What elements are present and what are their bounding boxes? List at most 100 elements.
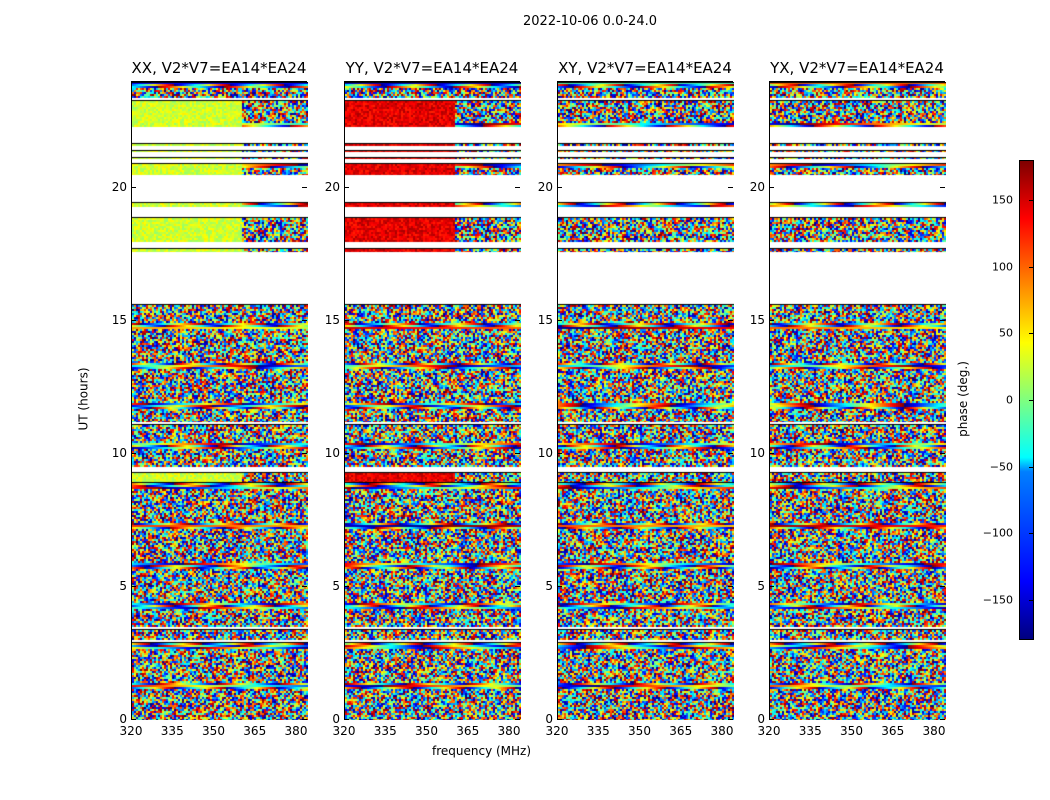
y-tick-label: 10 xyxy=(749,446,765,461)
y-tick-label: 10 xyxy=(324,446,340,461)
waterfall-panel xyxy=(131,81,308,720)
y-tick-mark xyxy=(728,586,733,588)
y-tick-label: 0 xyxy=(545,712,553,726)
y-tick-mark xyxy=(728,719,733,720)
x-tick-label: 320 xyxy=(545,724,569,738)
y-tick-label: 15 xyxy=(749,313,765,328)
x-tick-label: 380 xyxy=(710,724,734,738)
y-tick-mark xyxy=(728,320,733,322)
x-tick-label: 335 xyxy=(160,724,184,738)
y-tick-label: 0 xyxy=(332,712,340,726)
y-tick-mark xyxy=(557,187,562,189)
y-tick-mark xyxy=(769,586,774,588)
y-tick-label: 5 xyxy=(332,579,340,594)
y-tick-mark xyxy=(515,320,520,322)
colorbar-tick-label: −50 xyxy=(989,460,1013,474)
y-tick-mark xyxy=(940,187,945,189)
colorbar-tick-label: 0 xyxy=(1006,393,1013,407)
y-tick-mark xyxy=(302,719,307,720)
y-tick-mark xyxy=(728,187,733,189)
x-tick-label: 320 xyxy=(119,724,143,738)
x-tick-label: 320 xyxy=(757,724,781,738)
x-tick-label: 335 xyxy=(586,724,610,738)
y-axis-label: UT (hours) xyxy=(76,367,91,431)
phase-heatmap xyxy=(770,82,946,720)
waterfall-panel xyxy=(344,81,521,720)
y-tick-mark xyxy=(302,187,307,189)
x-tick-label: 335 xyxy=(373,724,397,738)
x-tick-label: 350 xyxy=(840,724,863,738)
colorbar-tick-label: 50 xyxy=(999,326,1013,340)
y-tick-mark xyxy=(302,453,307,455)
colorbar-tick-mark xyxy=(1029,266,1034,268)
phase-heatmap xyxy=(558,82,734,720)
y-tick-mark xyxy=(557,586,562,588)
x-tick-label: 380 xyxy=(497,724,521,738)
figure-title: 2022-10-06 0.0-24.0 xyxy=(523,14,657,29)
colorbar-tick-label: −100 xyxy=(982,526,1013,540)
colorbar-tick-mark xyxy=(1029,533,1034,535)
x-tick-label: 320 xyxy=(332,724,356,738)
phase-heatmap xyxy=(132,82,308,720)
waterfall-panel xyxy=(557,81,734,720)
y-tick-mark xyxy=(344,320,349,322)
y-tick-mark xyxy=(557,320,562,322)
y-tick-mark xyxy=(344,719,349,720)
x-tick-label: 335 xyxy=(798,724,822,738)
x-tick-label: 350 xyxy=(628,724,651,738)
y-tick-mark xyxy=(515,719,520,720)
y-tick-label: 10 xyxy=(111,446,127,461)
y-tick-mark xyxy=(940,453,945,455)
x-tick-label: 350 xyxy=(415,724,438,738)
y-tick-label: 15 xyxy=(324,313,340,328)
y-tick-label: 20 xyxy=(111,180,127,195)
x-axis-label: frequency (MHz) xyxy=(432,744,532,758)
colorbar-tick-mark xyxy=(1029,600,1034,601)
panel-title: XY, V2*V7=EA14*EA24 xyxy=(558,59,732,77)
y-tick-label: 20 xyxy=(324,180,340,195)
y-tick-mark xyxy=(131,586,136,588)
y-tick-mark xyxy=(302,586,307,588)
y-tick-mark xyxy=(131,719,136,720)
colorbar-tick-mark xyxy=(1029,400,1034,401)
y-tick-mark xyxy=(302,320,307,322)
y-tick-label: 5 xyxy=(119,579,127,594)
y-tick-mark xyxy=(769,320,774,322)
y-tick-mark xyxy=(131,453,136,455)
y-tick-mark xyxy=(515,453,520,455)
x-tick-label: 380 xyxy=(284,724,308,738)
colorbar-tick-label: 150 xyxy=(992,193,1013,207)
y-tick-mark xyxy=(515,187,520,189)
waterfall-panel xyxy=(769,81,946,720)
colorbar-tick-mark xyxy=(1029,200,1034,201)
panel-title: YX, V2*V7=EA14*EA24 xyxy=(770,59,944,77)
y-tick-mark xyxy=(344,453,349,455)
y-tick-mark xyxy=(940,719,945,720)
y-tick-label: 0 xyxy=(119,712,127,726)
panel-title: XX, V2*V7=EA14*EA24 xyxy=(131,59,307,77)
x-tick-label: 365 xyxy=(456,724,480,738)
y-tick-mark xyxy=(344,187,349,189)
y-tick-mark xyxy=(131,187,136,189)
colorbar-tick-label: −150 xyxy=(982,593,1013,607)
colorbar-tick-mark xyxy=(1029,333,1034,335)
y-tick-mark xyxy=(769,719,774,720)
y-tick-label: 10 xyxy=(537,446,553,461)
y-tick-mark xyxy=(131,320,136,322)
y-tick-mark xyxy=(515,586,520,588)
colorbar-tick-label: 100 xyxy=(992,260,1013,274)
y-tick-mark xyxy=(728,453,733,455)
y-tick-label: 5 xyxy=(757,579,765,594)
y-tick-mark xyxy=(557,453,562,455)
x-tick-label: 365 xyxy=(881,724,905,738)
y-tick-mark xyxy=(344,586,349,588)
y-tick-label: 15 xyxy=(537,313,553,328)
x-tick-label: 350 xyxy=(202,724,225,738)
y-tick-label: 20 xyxy=(749,180,765,195)
phase-heatmap xyxy=(345,82,521,720)
y-tick-mark xyxy=(769,187,774,189)
x-tick-label: 365 xyxy=(669,724,693,738)
y-tick-mark xyxy=(940,320,945,322)
y-tick-mark xyxy=(940,586,945,588)
